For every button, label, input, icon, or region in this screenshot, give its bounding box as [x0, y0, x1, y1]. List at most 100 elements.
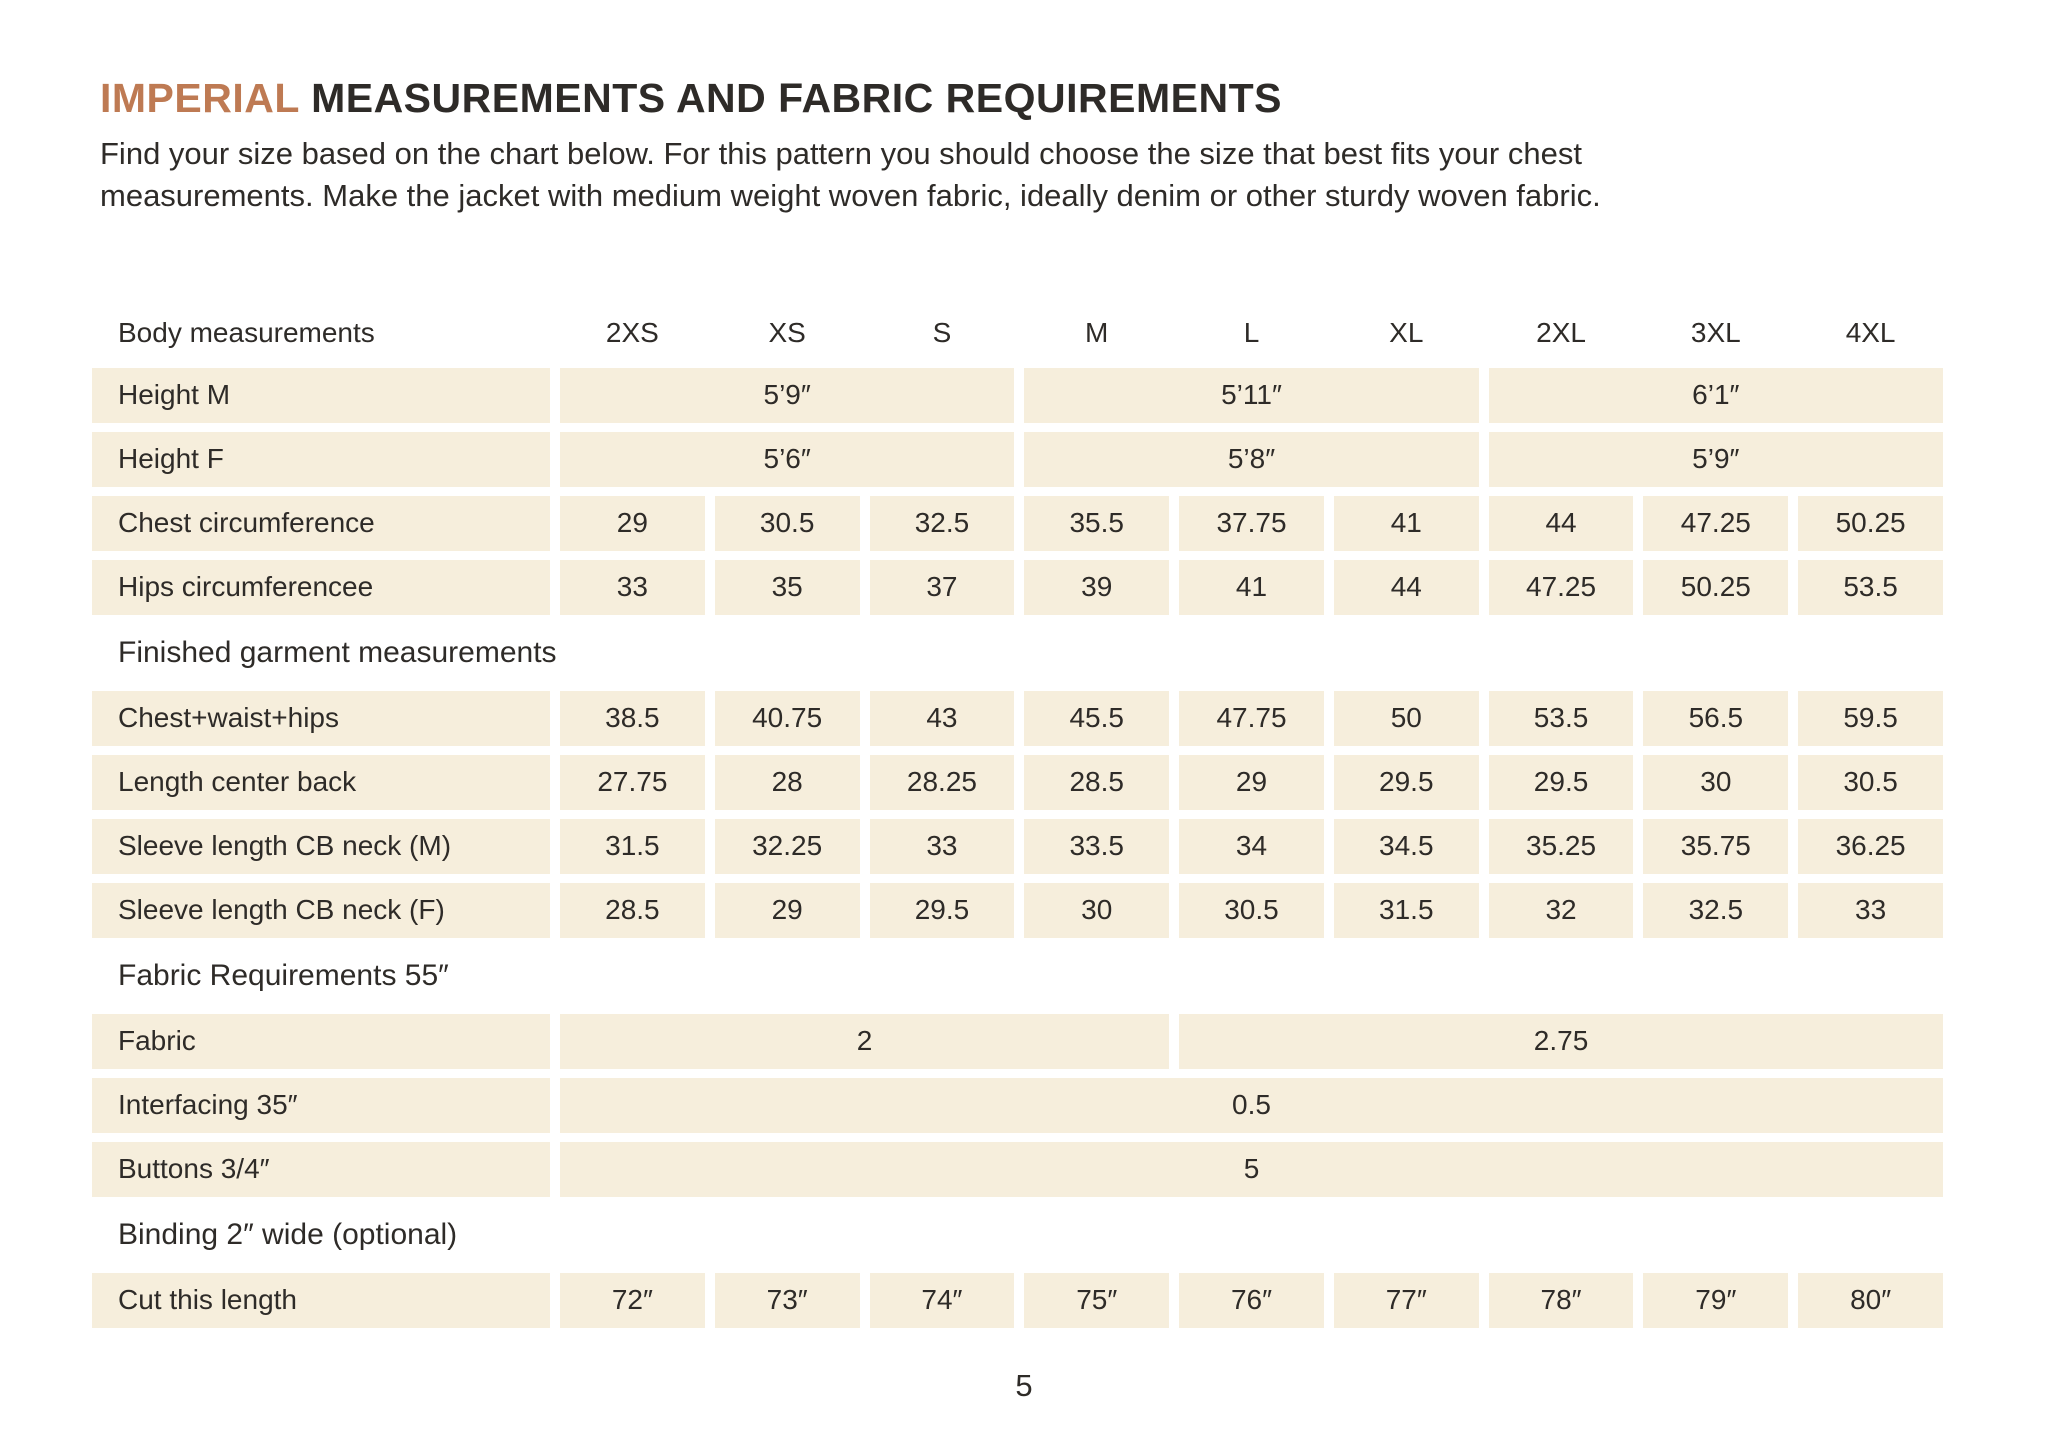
intro-line-2: measurements. Make the jacket with mediu…: [100, 178, 1601, 214]
size-column-header: XS: [768, 316, 806, 348]
value-cell: 30: [1643, 754, 1789, 810]
table-row: Length center back 27.75 28 28.25 28.5 29 29.5…: [92, 754, 1943, 810]
value-cell: 35.5: [1024, 495, 1170, 551]
value-cell: 34.5: [1333, 818, 1479, 874]
size-chart-table: Body measurements 2XS XS S M L XL 2XL 3XL 4XL Heig…: [92, 312, 1943, 1337]
value-cell: 45.5: [1024, 690, 1170, 746]
value-cell: 36.25: [1798, 818, 1943, 874]
value-cell: 30.5: [1798, 754, 1943, 810]
row-label-cell: Height F: [92, 431, 550, 487]
value-cell: 74″: [869, 1272, 1015, 1328]
value-cell: 32.5: [869, 495, 1015, 551]
table-row: Chest+waist+hips 38.5 40.75 43 45.5 47.75 50 53…: [92, 690, 1943, 746]
value-cell: 41: [1333, 495, 1479, 551]
value-cell: 50.25: [1798, 495, 1943, 551]
value-cell: 5’9″: [560, 367, 1015, 423]
value-cell: 72″: [560, 1272, 705, 1328]
value-cell: 50: [1333, 690, 1479, 746]
value-cell: 2: [560, 1013, 1170, 1069]
value-cell: 29: [714, 882, 860, 938]
intro-line-1: Find your size based on the chart below.…: [100, 136, 1582, 172]
value-cell: 59.5: [1798, 690, 1943, 746]
value-cell: 39: [1024, 559, 1170, 615]
table-row: Height M 5’9″ 5’11″ 6’1″: [92, 367, 1943, 423]
value-cell: 5’11″: [1024, 367, 1479, 423]
value-cell: 32: [1488, 882, 1634, 938]
value-cell: 31.5: [1333, 882, 1479, 938]
value-cell: 44: [1333, 559, 1479, 615]
section-title: Fabric Requirements 55″: [118, 958, 449, 992]
value-cell: 79″: [1643, 1272, 1789, 1328]
row-label-cell: Buttons 3/4″: [92, 1141, 550, 1197]
table-row: Sleeve length CB neck (M) 31.5 32.25 33 33.5…: [92, 818, 1943, 874]
value-cell: 5: [560, 1141, 1943, 1197]
page-title-highlight: IMPERIAL: [100, 75, 300, 121]
value-cell: 73″: [714, 1272, 860, 1328]
size-column-header: 4XL: [1845, 316, 1896, 348]
value-cell: 34: [1179, 818, 1324, 874]
table-row: Cut this length 72″ 73″ 74″ 75″ 76″ 77″ 78″ 79″ 8…: [92, 1272, 1943, 1328]
value-cell: 47.75: [1179, 690, 1324, 746]
size-column-header: XL: [1389, 316, 1424, 348]
value-cell: 41: [1179, 559, 1324, 615]
table-row: Chest circumference 29 30.5 32.5 35.5 37.75 41…: [92, 495, 1943, 551]
value-cell: 6’1″: [1488, 367, 1943, 423]
table-row: Buttons 3/4″ 5: [92, 1141, 1943, 1197]
value-cell: 32.5: [1643, 882, 1789, 938]
value-cell: 43: [869, 690, 1015, 746]
size-column-header: M: [1085, 316, 1109, 348]
value-cell: 2.75: [1179, 1013, 1943, 1069]
row-label-cell: Chest+waist+hips: [92, 690, 550, 746]
page-title: IMPERIAL MEASUREMENTS AND FABRIC REQUIRE…: [100, 74, 1952, 123]
value-cell: 0.5: [560, 1077, 1943, 1133]
table-row: Fabric 2 2.75: [92, 1013, 1943, 1069]
value-cell: 29.5: [869, 882, 1015, 938]
value-cell: 76″: [1179, 1272, 1324, 1328]
row-label-cell: Fabric: [92, 1013, 550, 1069]
size-column-header: S: [932, 316, 952, 348]
row-label-cell: Height M: [92, 367, 550, 423]
value-cell: 27.75: [560, 754, 705, 810]
value-cell: 35.75: [1643, 818, 1789, 874]
value-cell: 5’8″: [1024, 431, 1479, 487]
table-row: Hips circumferencee 33 35 37 39 41 44 47.25 50.2…: [92, 559, 1943, 615]
row-label-cell: Sleeve length CB neck (F): [92, 882, 550, 938]
size-column-header: 2XS: [605, 316, 659, 348]
value-cell: 28.5: [1024, 754, 1170, 810]
value-cell: 44: [1488, 495, 1634, 551]
value-cell: 40.75: [714, 690, 860, 746]
value-cell: 37: [869, 559, 1015, 615]
table-row: Height F 5’6″ 5’8″ 5’9″: [92, 431, 1943, 487]
page-title-rest: MEASUREMENTS AND FABRIC REQUIREMENTS: [311, 75, 1282, 121]
size-column-header: 2XL: [1536, 316, 1586, 348]
value-cell: 30.5: [1179, 882, 1324, 938]
row-label-cell: Chest circumference: [92, 495, 550, 551]
value-cell: 30.5: [714, 495, 860, 551]
table-row: Interfacing 35″ 0.5: [92, 1077, 1943, 1133]
value-cell: 29.5: [1488, 754, 1634, 810]
section-title: Finished garment measurements: [118, 635, 557, 669]
value-cell: 33.5: [1024, 818, 1170, 874]
value-cell: 37.75: [1179, 495, 1324, 551]
value-cell: 53.5: [1488, 690, 1634, 746]
value-cell: 28.5: [560, 882, 705, 938]
value-cell: 5’9″: [1488, 431, 1943, 487]
value-cell: 47.25: [1643, 495, 1789, 551]
row-label-cell: Length center back: [92, 754, 550, 810]
value-cell: 29: [560, 495, 705, 551]
value-cell: 56.5: [1643, 690, 1789, 746]
value-cell: 33: [1798, 882, 1943, 938]
value-cell: 50.25: [1643, 559, 1789, 615]
value-cell: 75″: [1024, 1272, 1170, 1328]
value-cell: 35.25: [1488, 818, 1634, 874]
row-label-cell: Interfacing 35″: [92, 1077, 550, 1133]
value-cell: 38.5: [560, 690, 705, 746]
value-cell: 29: [1179, 754, 1324, 810]
row-label-cell: Hips circumferencee: [92, 559, 550, 615]
value-cell: 31.5: [560, 818, 705, 874]
value-cell: 80″: [1798, 1272, 1943, 1328]
table-row: Sleeve length CB neck (F) 28.5 29 29.5 30 30.…: [92, 882, 1943, 938]
value-cell: 28.25: [869, 754, 1015, 810]
row-label-cell: Cut this length: [92, 1272, 550, 1328]
